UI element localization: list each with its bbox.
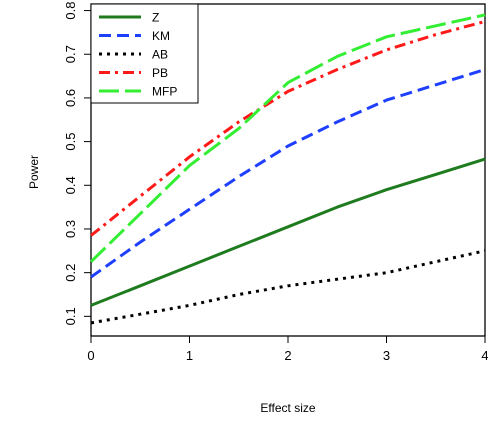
legend-box <box>90 3 199 104</box>
y-tick-label: 0.2 <box>63 264 78 282</box>
x-tick-label: 3 <box>383 348 390 363</box>
series-line-ab <box>90 249 486 325</box>
series-layer <box>89 13 486 325</box>
x-tick-label: 4 <box>481 348 488 363</box>
y-axis: 0.1 0.2 0.3 0.4 0.5 0.6 0.7 0.8 <box>63 2 91 325</box>
series-line-pb <box>90 20 486 237</box>
y-tick-label: 0.3 <box>63 220 78 238</box>
y-axis-title: Power <box>27 155 41 189</box>
x-axis: 0 1 2 3 4 <box>87 336 488 363</box>
legend-label-z: Z <box>152 11 159 25</box>
y-tick-label: 0.5 <box>63 133 78 151</box>
series-line-mfp <box>89 13 486 263</box>
y-tick-label: 0.1 <box>63 307 78 325</box>
y-tick-label: 0.6 <box>63 89 78 107</box>
series-line-km <box>90 68 486 279</box>
x-tick-label: 2 <box>284 348 291 363</box>
series-line-z <box>90 157 486 307</box>
legend: Z KM AB PB MFP <box>90 3 199 104</box>
y-tick-label: 0.8 <box>63 2 78 20</box>
legend-label-ab: AB <box>152 48 168 62</box>
x-axis-title: Effect size <box>260 401 315 415</box>
legend-label-pb: PB <box>152 66 168 80</box>
x-tick-label: 1 <box>186 348 193 363</box>
legend-label-km: KM <box>152 29 170 43</box>
y-tick-label: 0.7 <box>63 45 78 63</box>
y-tick-label: 0.4 <box>63 176 78 194</box>
legend-label-mfp: MFP <box>152 85 177 99</box>
x-tick-label: 0 <box>87 348 94 363</box>
